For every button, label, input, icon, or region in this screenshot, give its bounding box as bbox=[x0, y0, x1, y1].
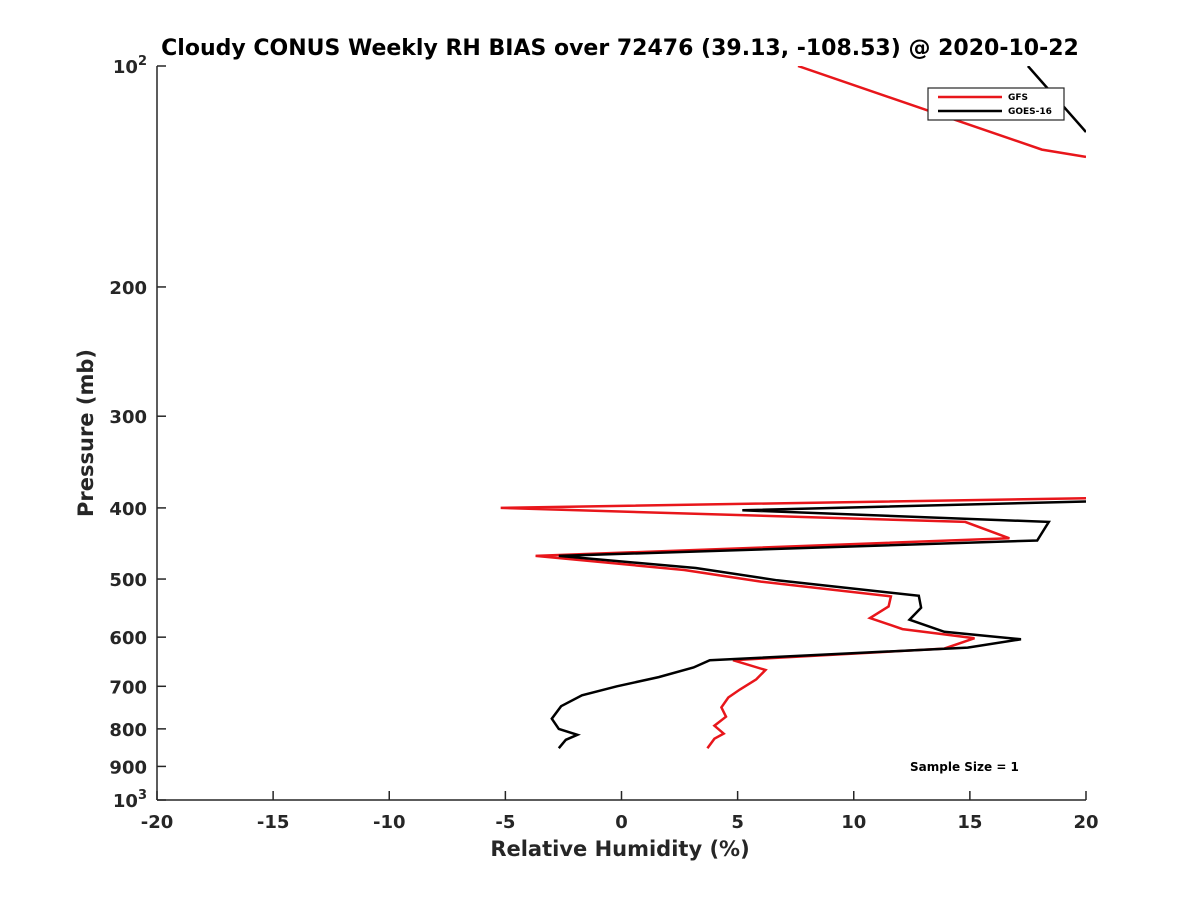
y-tick-label: 300 bbox=[109, 407, 147, 428]
legend: GFS GOES-16 bbox=[927, 87, 1065, 121]
series-layer bbox=[500, 66, 1086, 750]
legend-label-gfs: GFS bbox=[1008, 93, 1028, 103]
x-tick-label: 0 bbox=[615, 812, 628, 833]
y-tick-label: 103 bbox=[113, 788, 147, 812]
y-tick-label: 400 bbox=[109, 499, 147, 520]
y-tick-label: 600 bbox=[109, 628, 147, 649]
sample-size-annotation: Sample Size = 1 bbox=[910, 760, 1019, 774]
x-tick-label: -15 bbox=[257, 812, 290, 833]
legend-label-goes16: GOES-16 bbox=[1008, 107, 1052, 117]
x-tick-label: 10 bbox=[841, 812, 866, 833]
x-ticks: -20 -15 -10 -5 0 5 10 15 20 bbox=[141, 791, 1099, 833]
series-line-gfs-segment-1 bbox=[797, 66, 1086, 159]
legend-box bbox=[927, 87, 1065, 121]
x-tick-label: -20 bbox=[141, 812, 174, 833]
y-tick-label: 800 bbox=[109, 720, 147, 741]
y-tick-label: 102 bbox=[113, 54, 147, 78]
x-tick-label: 5 bbox=[731, 812, 744, 833]
x-tick-label: 15 bbox=[957, 812, 982, 833]
y-tick-label: 200 bbox=[109, 278, 147, 299]
x-tick-label: -10 bbox=[373, 812, 406, 833]
y-tick-label: 900 bbox=[109, 757, 147, 778]
x-tick-label: 20 bbox=[1073, 812, 1098, 833]
x-tick-label: -5 bbox=[495, 812, 515, 833]
y-axis-label: Pressure (mb) bbox=[74, 349, 98, 517]
chart-title: Cloudy CONUS Weekly RH BIAS over 72476 (… bbox=[161, 36, 1079, 61]
y-tick-label: 700 bbox=[109, 677, 147, 698]
x-axis-label: Relative Humidity (%) bbox=[490, 837, 749, 861]
y-ticks: 102 200 300 400 500 600 700 800 900 103 bbox=[109, 54, 166, 812]
series-line-goes16-segment-2 bbox=[550, 500, 1086, 750]
y-tick-label: 500 bbox=[109, 570, 147, 591]
